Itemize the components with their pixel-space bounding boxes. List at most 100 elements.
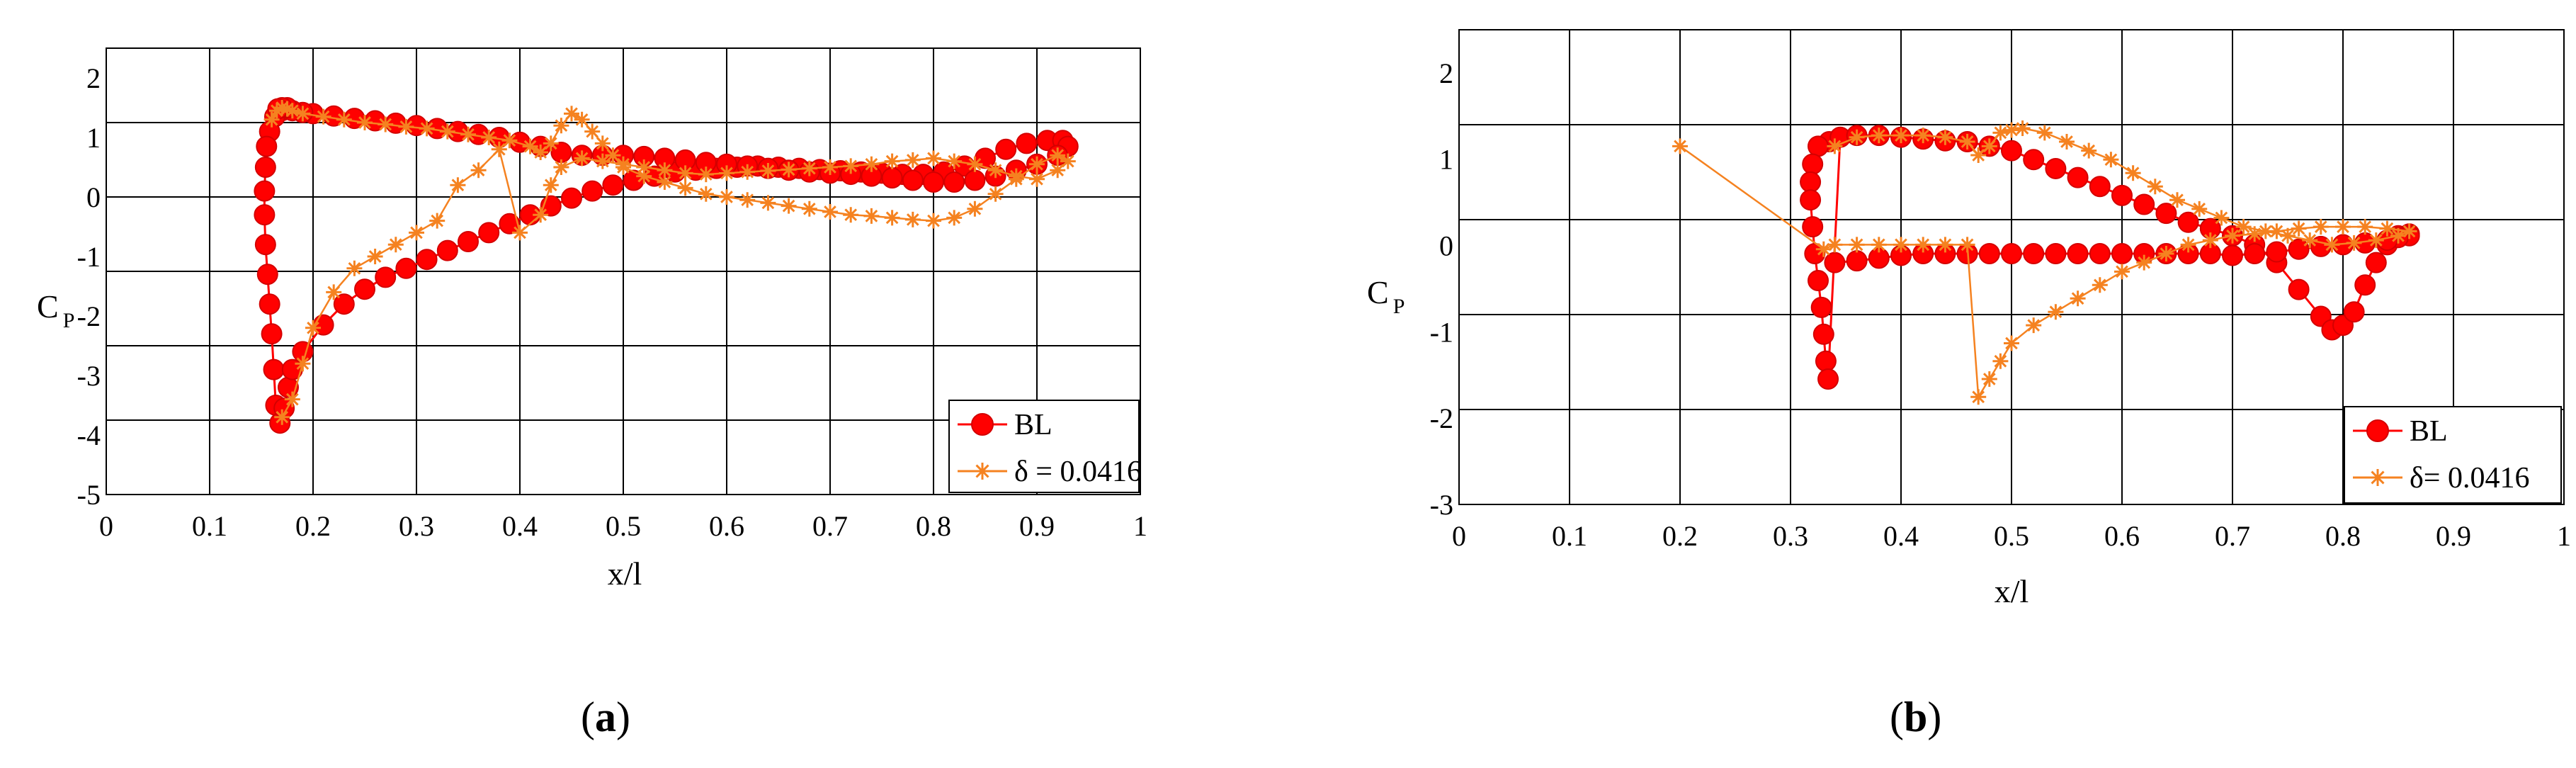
data-point-star: [522, 138, 538, 154]
x-tick-label: 0.7: [812, 510, 848, 542]
data-point-circle: [478, 222, 500, 244]
data-point-star: [2103, 152, 2119, 168]
data-point-star: [295, 356, 311, 372]
data-point-star: [1029, 156, 1045, 172]
data-point-circle: [1802, 153, 1824, 175]
data-point-circle: [2288, 238, 2310, 260]
x-tick-label: 0.9: [1019, 510, 1055, 542]
data-point-star: [1970, 147, 1987, 163]
x-tick-label: 0.2: [1662, 520, 1698, 552]
legend-box: [2344, 406, 2562, 504]
data-point-circle: [333, 293, 355, 315]
data-point-star: [564, 106, 579, 122]
data-point-circle: [256, 264, 278, 286]
data-point-star: [884, 153, 900, 169]
data-point-circle: [1800, 189, 1822, 211]
data-point-circle: [1016, 132, 1038, 154]
data-point-star: [967, 156, 983, 172]
data-point-circle: [2111, 243, 2133, 265]
data-point-star: [2335, 219, 2351, 235]
data-point-star: [2048, 304, 2064, 320]
data-point-star: [2136, 254, 2152, 271]
data-point-star: [781, 162, 797, 178]
data-point-star: [2004, 335, 2019, 351]
data-point-star: [781, 198, 797, 214]
data-point-star: [295, 106, 311, 122]
data-point-circle: [1800, 171, 1822, 193]
x-axis-label: x/l: [608, 555, 642, 592]
x-tick-label: 0: [1452, 520, 1466, 552]
data-point-star: [284, 391, 300, 407]
data-point-circle: [964, 169, 986, 191]
data-point-circle: [2244, 243, 2266, 265]
data-point-circle: [259, 293, 280, 315]
data-point-star: [863, 208, 880, 224]
data-point-star: [1970, 389, 1987, 405]
panel-label: (a): [581, 694, 630, 740]
data-point-star: [605, 147, 621, 164]
data-point-circle: [1808, 269, 1829, 291]
data-point-circle: [254, 180, 276, 202]
data-point-circle: [1808, 135, 1829, 157]
x-tick-label: 0.7: [2215, 520, 2250, 552]
x-tick-label: 0.1: [192, 510, 227, 542]
data-point-circle: [561, 187, 582, 209]
data-point-star: [2379, 220, 2395, 237]
x-tick-label: 1: [2557, 520, 2571, 552]
x-tick-label: 0.6: [709, 510, 744, 542]
data-point-star: [2026, 317, 2042, 334]
data-point-circle: [2045, 243, 2067, 265]
data-point-star: [843, 207, 859, 223]
data-point-star: [2070, 290, 2086, 307]
data-point-star: [2125, 165, 2141, 181]
data-point-star: [698, 166, 714, 183]
data-point-star: [1992, 353, 2009, 369]
y-tick-label: 2: [1439, 57, 1453, 89]
data-point-star: [357, 115, 373, 130]
legend-marker-circle: [2366, 419, 2389, 442]
data-point-star: [1849, 129, 1865, 145]
data-point-star: [2147, 179, 2163, 195]
data-point-circle: [2266, 241, 2288, 263]
y-tick-label: -1: [77, 241, 101, 273]
data-point-circle: [261, 323, 283, 345]
data-point-star: [1849, 237, 1865, 253]
data-point-star: [594, 135, 611, 152]
y-tick-label: -3: [77, 360, 101, 392]
data-point-star: [346, 260, 363, 276]
data-point-star: [2357, 219, 2373, 235]
data-point-star: [2401, 223, 2417, 239]
data-point-star: [274, 409, 290, 425]
data-point-star: [677, 165, 693, 181]
y-tick-label: 0: [86, 181, 101, 213]
data-point-star: [2004, 122, 2019, 138]
x-axis-label: x/l: [1995, 573, 2029, 609]
data-point-circle: [2089, 243, 2111, 265]
data-point-star: [904, 152, 921, 168]
data-point-star: [926, 150, 941, 166]
data-point-circle: [2155, 203, 2177, 225]
data-point-star: [739, 192, 756, 208]
data-point-star: [822, 159, 838, 175]
data-point-star: [378, 116, 394, 132]
data-point-star: [801, 201, 817, 217]
data-point-circle: [2045, 157, 2067, 179]
x-tick-label: 0: [99, 510, 113, 542]
x-tick-label: 0.3: [1773, 520, 1808, 552]
data-point-star: [450, 177, 466, 193]
data-point-circle: [2111, 184, 2133, 206]
data-point-circle: [881, 167, 903, 189]
y-axis-label-subscript: P: [1393, 295, 1405, 318]
data-point-star: [274, 100, 290, 115]
data-point-star: [543, 177, 559, 193]
data-point-circle: [458, 231, 479, 252]
data-point-star: [1893, 128, 1909, 144]
data-point-star: [2324, 237, 2340, 253]
data-point-star: [2081, 142, 2097, 159]
data-point-star: [801, 160, 817, 176]
data-point-star: [698, 186, 714, 202]
data-point-star: [657, 162, 673, 179]
data-point-star: [677, 180, 693, 196]
data-point-star: [594, 153, 611, 169]
data-point-circle: [943, 171, 965, 193]
